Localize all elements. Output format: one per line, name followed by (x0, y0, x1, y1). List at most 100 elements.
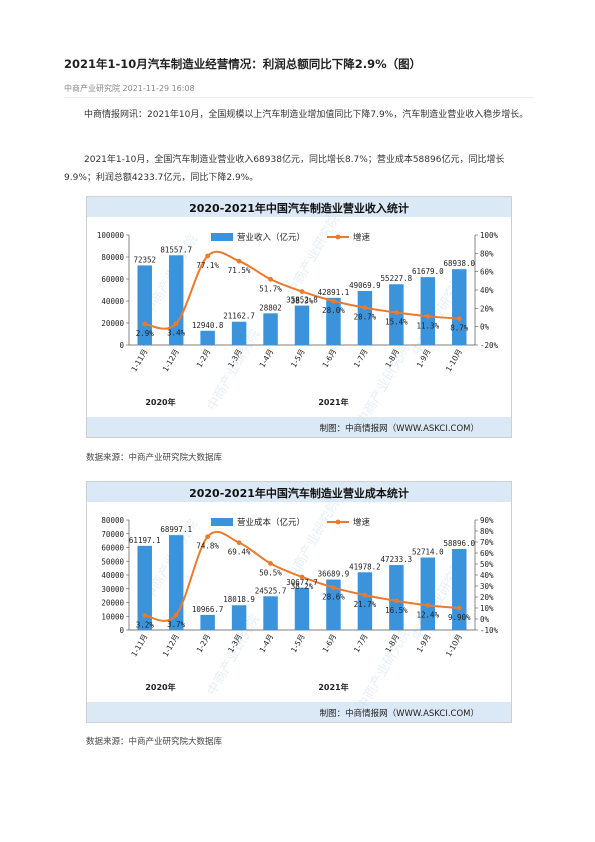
y-tick-label: 30000 (101, 585, 124, 594)
bar (231, 605, 247, 630)
bar (168, 255, 184, 345)
y2-tick-label: 60% (480, 268, 494, 277)
bar (357, 572, 373, 630)
year-label: 2020年 (145, 397, 175, 407)
growth-point (205, 534, 211, 540)
data-source-note: 数据来源：中商产业研究院大数据库 (86, 737, 223, 747)
y-tick-label: 60000 (101, 544, 124, 553)
legend-bar-swatch (211, 233, 233, 241)
bar (263, 596, 278, 630)
paragraph-intro: 中商情报网讯：2021年10月，全国规模以上汽车制造业增加值同比下降7.9%，汽… (84, 110, 529, 120)
bar-value-label: 61197.1 (129, 536, 161, 545)
y2-tick-label: 90% (480, 516, 494, 525)
legend-bar-label: 营业收入（亿元） (237, 232, 305, 243)
y-tick-label: 0 (119, 341, 124, 350)
legend-bar-swatch (211, 518, 233, 526)
bar (263, 313, 278, 345)
growth-value-label: 3.7% (167, 620, 186, 629)
bar-value-label: 10966.7 (192, 605, 224, 614)
bar-value-label: 81557.7 (160, 245, 192, 254)
credit-band (87, 702, 511, 722)
growth-point (362, 592, 368, 598)
bar-value-label: 55227.8 (381, 274, 413, 283)
legend-line-marker (335, 519, 341, 525)
growth-point (173, 612, 179, 618)
bar (294, 587, 310, 630)
y2-tick-label: 100% (480, 231, 499, 240)
bar-value-label: 58896.0 (443, 539, 475, 548)
y-tick-label: 70000 (101, 530, 124, 539)
bar (137, 545, 152, 630)
bar (200, 614, 215, 630)
growth-point (299, 289, 305, 294)
growth-point (173, 321, 179, 326)
legend-bar-label: 营业成本（亿元） (237, 517, 305, 528)
bar-value-label: 52714.0 (412, 548, 444, 557)
y2-tick-label: 0% (480, 323, 490, 332)
bar (294, 305, 310, 345)
y2-tick-label: 0% (480, 615, 490, 624)
growth-value-label: 28.6% (322, 593, 345, 602)
y-tick-label: 20000 (101, 319, 124, 328)
growth-value-label: 51.7% (259, 284, 282, 293)
bar (200, 330, 215, 345)
y-tick-label: 50000 (101, 557, 124, 566)
y2-tick-label: -10% (480, 626, 499, 635)
growth-point (362, 305, 368, 311)
growth-value-label: 2.9% (136, 329, 155, 338)
legend-line-marker (335, 234, 341, 240)
y2-tick-label: 60% (480, 549, 494, 558)
year-label: 2021年 (318, 397, 348, 407)
bar-value-label: 47233.3 (381, 555, 413, 564)
growth-value-label: 38.2% (291, 582, 314, 591)
y2-tick-label: 20% (480, 304, 494, 313)
y-tick-label: 80000 (101, 516, 124, 525)
chart-title: 2020-2021年中国汽车制造业营业成本统计 (189, 486, 409, 500)
bar-value-label: 61679.0 (412, 267, 444, 276)
y-tick-label: 40000 (101, 297, 124, 306)
growth-point (205, 253, 211, 259)
growth-value-label: 3.2% (136, 620, 155, 629)
y-tick-label: 40000 (101, 571, 124, 580)
growth-point (331, 298, 336, 304)
y2-tick-label: 70% (480, 538, 494, 547)
y2-tick-label: 40% (480, 571, 494, 580)
legend-line-label: 增速 (353, 232, 371, 243)
cost-chart-svg: 中商产业研究院中商产业研究院中商产业研究院中商产业研究院中商产业研究院2020-… (87, 482, 511, 722)
growth-point (299, 574, 305, 580)
growth-point (142, 613, 148, 618)
growth-value-label: 15.4% (385, 318, 408, 327)
bar-value-label: 35852.8 (286, 296, 318, 305)
bar-value-label: 49069.9 (349, 281, 381, 290)
growth-point (268, 276, 273, 282)
growth-value-label: 20.7% (354, 313, 377, 322)
y2-tick-label: 30% (480, 582, 494, 591)
growth-value-label: 74.8% (196, 542, 219, 551)
bar (420, 277, 436, 345)
growth-value-label: 71.5% (228, 266, 251, 275)
growth-point (425, 313, 431, 319)
growth-value-label: 50.5% (259, 568, 282, 577)
growth-point (236, 258, 242, 264)
growth-point (393, 598, 399, 604)
bar-value-label: 18018.9 (223, 595, 255, 604)
y2-tick-label: 80% (480, 527, 494, 536)
y2-tick-label: 20% (480, 593, 494, 602)
article-meta: 中商产业研究院 2021-11-29 16:08 (64, 84, 195, 93)
legend-line-label: 增速 (353, 517, 371, 528)
year-label: 2020年 (145, 682, 175, 692)
y-tick-label: 80000 (101, 253, 124, 262)
bar (231, 321, 247, 345)
bar-value-label: 12940.8 (192, 321, 224, 330)
bar-value-label: 21162.7 (223, 312, 255, 321)
bar-value-label: 41978.2 (349, 562, 381, 571)
bar-value-label: 30677.7 (286, 578, 318, 587)
bar (326, 297, 341, 345)
title-band (87, 197, 511, 217)
article-title: 2021年1-10月汽车制造业经营情况：利润总额同比下降2.9%（图） (64, 57, 422, 71)
y-tick-label: 100000 (97, 231, 125, 240)
growth-value-label: 16.5% (385, 606, 408, 615)
chart-title: 2020-2021年中国汽车制造业营业收入统计 (189, 201, 409, 215)
y2-tick-label: 40% (480, 286, 494, 295)
bar-value-label: 28802 (259, 303, 282, 312)
